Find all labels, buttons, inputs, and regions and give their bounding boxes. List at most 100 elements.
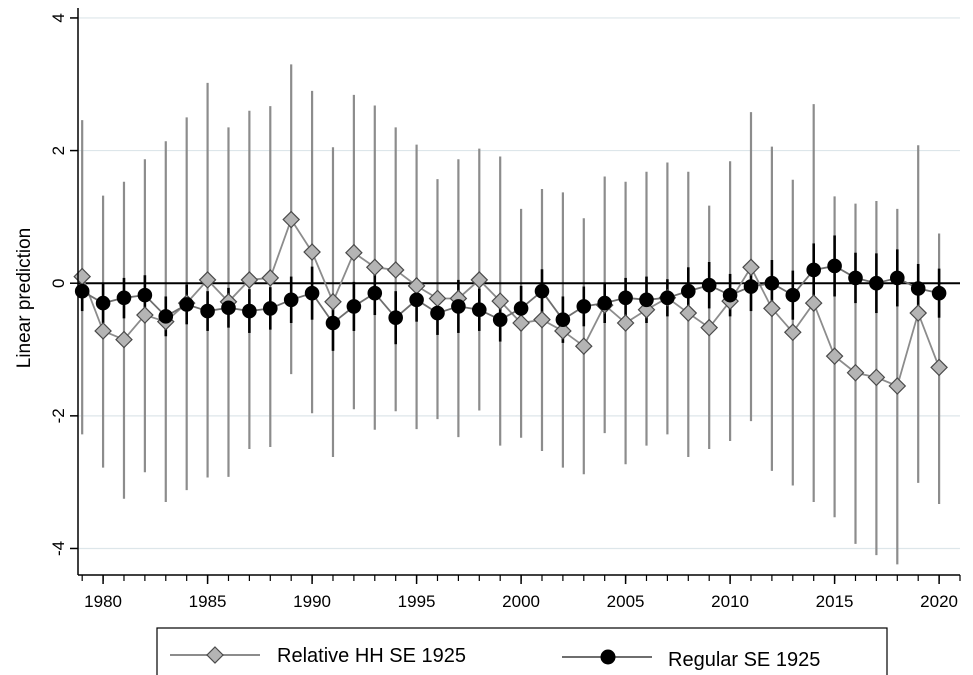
- marker-relative-hh: [94, 322, 112, 340]
- marker-regular: [137, 287, 153, 303]
- marker-relative-hh: [73, 267, 92, 286]
- marker-regular: [492, 312, 508, 327]
- marker-relative-hh: [240, 271, 259, 289]
- marker-regular: [116, 290, 132, 306]
- marker-regular: [722, 287, 738, 303]
- marker-regular: [827, 258, 842, 274]
- marker-regular: [451, 299, 466, 314]
- marker-relative-hh: [261, 269, 280, 287]
- marker-relative-hh: [470, 271, 489, 289]
- marker-relative-hh: [533, 310, 551, 329]
- legend: Relative HH SE 1925 Regular SE 1925: [156, 627, 888, 675]
- marker-regular: [367, 285, 383, 301]
- legend-box: [156, 627, 888, 675]
- marker-relative-hh: [345, 243, 363, 262]
- marker-regular: [848, 270, 863, 286]
- marker-relative-hh: [846, 363, 865, 382]
- marker-regular: [743, 279, 759, 294]
- marker-relative-hh: [303, 243, 321, 261]
- marker-regular: [179, 297, 194, 312]
- marker-regular: [513, 301, 529, 316]
- marker-regular: [430, 305, 445, 321]
- marker-regular: [618, 290, 633, 306]
- legend-marker-regular: [600, 649, 616, 665]
- marker-regular: [639, 292, 654, 308]
- marker-regular: [534, 283, 550, 299]
- marker-relative-hh: [574, 337, 593, 356]
- marker-relative-hh: [783, 323, 802, 342]
- series-layer: [73, 210, 948, 395]
- marker-regular: [764, 275, 780, 291]
- marker-regular: [471, 302, 487, 318]
- marker-regular: [304, 285, 320, 301]
- marker-relative-hh: [679, 304, 698, 322]
- marker-relative-hh: [386, 261, 405, 279]
- marker-regular: [200, 303, 215, 319]
- marker-regular: [95, 295, 111, 311]
- marker-regular: [576, 299, 592, 314]
- x-tick-label: 1995: [398, 592, 436, 611]
- marker-regular: [680, 283, 696, 299]
- marker-relative-hh: [700, 318, 719, 337]
- marker-regular: [869, 275, 884, 291]
- marker-regular: [910, 281, 926, 296]
- marker-regular: [409, 292, 424, 308]
- marker-regular: [806, 262, 821, 278]
- marker-regular: [262, 301, 278, 316]
- axes: -4 -2 0 2 4 1980 1985 1990 1995 2000 2005 2010 2015 2…: [49, 8, 961, 611]
- marker-regular: [555, 312, 571, 327]
- marker-relative-hh: [825, 347, 844, 366]
- x-tick-label: 2015: [816, 592, 854, 611]
- marker-regular: [325, 315, 341, 331]
- marker-regular: [158, 309, 174, 324]
- marker-relative-hh: [198, 271, 217, 289]
- marker-relative-hh: [407, 277, 426, 295]
- marker-regular: [283, 292, 299, 308]
- x-tick-label: 2005: [607, 592, 645, 611]
- marker-regular: [242, 303, 257, 319]
- legend-label-regular: Regular SE 1925: [668, 649, 820, 671]
- marker-regular: [785, 287, 801, 303]
- marker-relative-hh: [616, 314, 635, 332]
- marker-relative-hh: [909, 304, 928, 322]
- marker-relative-hh: [554, 322, 572, 340]
- x-tick-label: 1985: [189, 592, 227, 611]
- x-tick-label: 2020: [920, 592, 958, 611]
- marker-regular: [597, 295, 612, 311]
- y-tick-label: 4: [49, 13, 68, 22]
- marker-regular: [889, 270, 905, 286]
- y-axis-title: Linear prediction: [14, 228, 35, 368]
- marker-relative-hh: [115, 330, 133, 349]
- marker-relative-hh: [888, 377, 907, 395]
- legend-marker-relative-hh: [206, 646, 224, 664]
- x-tick-label: 2000: [502, 592, 540, 611]
- marker-regular: [346, 299, 362, 314]
- marker-relative-hh: [804, 294, 823, 312]
- marker-relative-hh: [136, 306, 154, 324]
- marker-regular: [931, 285, 947, 301]
- marker-relative-hh: [282, 210, 301, 229]
- marker-relative-hh: [428, 289, 447, 308]
- x-tick-label: 1990: [293, 592, 331, 611]
- x-tick-label: 1980: [84, 592, 122, 611]
- marker-relative-hh: [324, 292, 342, 311]
- y-tick-label: -4: [49, 541, 68, 556]
- marker-regular: [660, 290, 675, 306]
- y-tick-label: -2: [49, 408, 68, 423]
- marker-relative-hh: [491, 292, 510, 310]
- legend-label-relative-hh: Relative HH SE 1925: [277, 645, 466, 667]
- marker-relative-hh: [930, 358, 948, 377]
- marker-regular: [388, 310, 403, 325]
- marker-regular: [74, 283, 90, 299]
- marker-relative-hh: [365, 258, 384, 277]
- x-tick-label: 2010: [711, 592, 749, 611]
- y-tick-label: 2: [49, 146, 68, 155]
- marker-regular: [221, 300, 236, 316]
- marker-relative-hh: [742, 258, 760, 277]
- marker-relative-hh: [763, 299, 781, 318]
- marker-relative-hh: [512, 314, 530, 332]
- y-tick-label: 0: [49, 278, 68, 287]
- marker-relative-hh: [867, 368, 886, 387]
